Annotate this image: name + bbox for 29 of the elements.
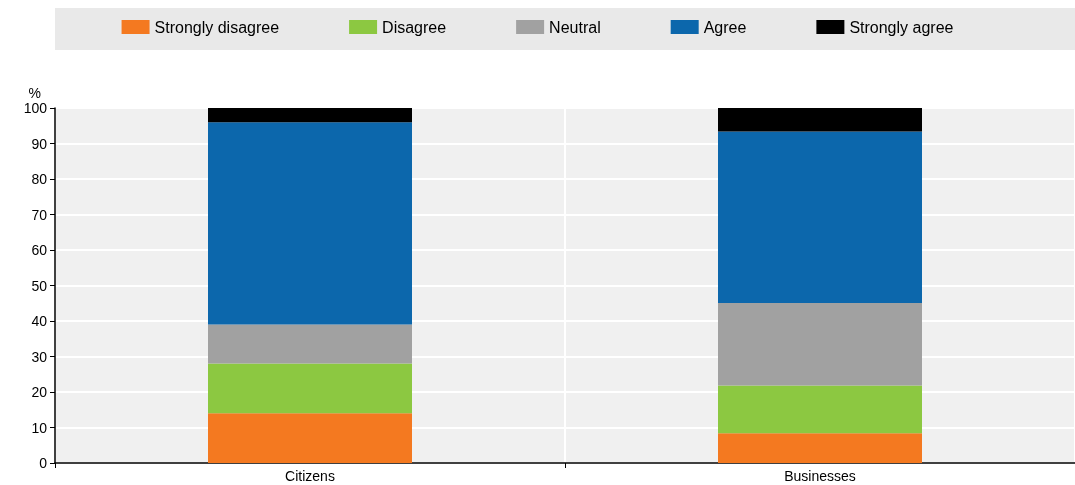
bar xyxy=(718,108,922,132)
legend-label: Neutral xyxy=(549,18,601,36)
y-tick-label: 60 xyxy=(31,242,48,258)
bar xyxy=(208,413,412,463)
bar xyxy=(208,122,412,325)
bar xyxy=(208,108,412,123)
legend-label: Disagree xyxy=(382,18,447,36)
bar xyxy=(718,385,922,434)
legend-label: Strongly agree xyxy=(849,18,954,36)
y-tick-label: 70 xyxy=(31,206,48,223)
y-tick-label: 90 xyxy=(31,135,48,152)
y-tick-label: 40 xyxy=(31,313,48,329)
bar xyxy=(718,131,922,303)
x-tick-label: Citizens xyxy=(285,468,335,484)
y-tick-label: 100 xyxy=(23,100,48,116)
y-tick-label: 80 xyxy=(31,171,48,187)
legend-label: Agree xyxy=(703,18,747,36)
x-tick-label: Businesses xyxy=(784,468,856,484)
bar xyxy=(208,324,412,364)
y-tick-label: 0 xyxy=(39,455,48,471)
bar xyxy=(718,433,922,463)
bar xyxy=(208,363,412,414)
y-tick-label: 50 xyxy=(31,277,48,294)
y-tick-label: 10 xyxy=(31,419,48,436)
legend-label: Strongly disagree xyxy=(154,18,280,36)
y-tick-label: 20 xyxy=(31,384,48,400)
y-tick-label: 30 xyxy=(31,348,48,365)
bar xyxy=(718,302,922,386)
y-axis-title: % xyxy=(28,85,41,101)
